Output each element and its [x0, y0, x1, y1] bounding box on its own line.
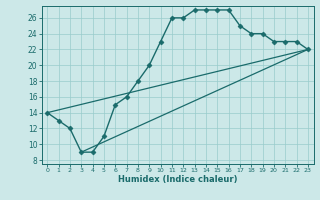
X-axis label: Humidex (Indice chaleur): Humidex (Indice chaleur): [118, 175, 237, 184]
